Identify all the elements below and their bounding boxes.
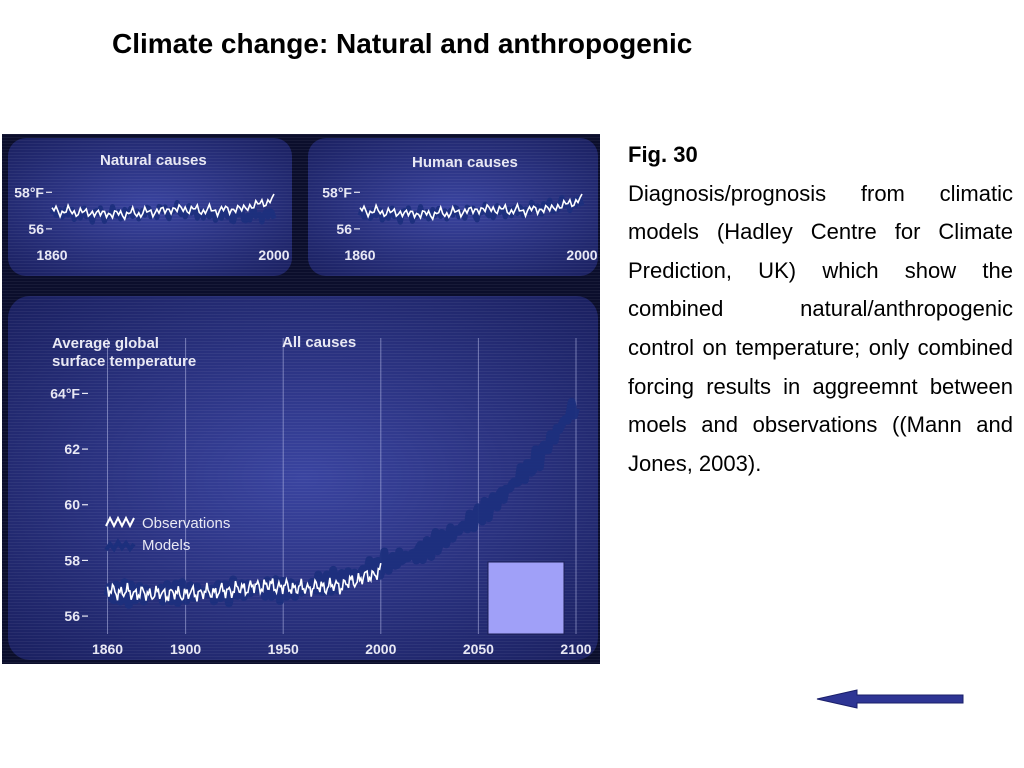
figure-caption: Fig. 30 Diagnosis/prognosis from climati… <box>628 136 1013 483</box>
overlay-square <box>487 561 565 635</box>
x-tick-label: 1860 <box>344 247 375 263</box>
y-tick-label: 58 <box>64 552 80 568</box>
x-tick-label: 1900 <box>170 641 201 657</box>
x-tick-label: 1860 <box>36 247 67 263</box>
x-tick-label: 2000 <box>566 247 597 263</box>
x-tick-label: 2050 <box>463 641 494 657</box>
y-axis-label: surface temperature <box>52 353 196 370</box>
human-causes-chart: Human causes 58°F 56 1860 2000 <box>322 154 598 263</box>
climate-figure: Natural causes 58°F 56 1860 2000 Human cause… <box>2 134 600 664</box>
all-causes-chart: All causes 56 58 60 62 64°F 1860 1900 1950 2000 20… <box>50 334 592 657</box>
left-arrow-icon <box>816 689 964 709</box>
model-band <box>103 397 580 609</box>
x-tick-label: 2100 <box>560 641 591 657</box>
y-tick-label: 58°F <box>322 184 352 200</box>
chart-title: Human causes <box>412 154 518 171</box>
chart-title: All causes <box>282 334 356 351</box>
slide-title: Climate change: Natural and anthropogeni… <box>112 28 693 59</box>
y-tick-label: 64°F <box>50 385 80 401</box>
observations-line <box>359 193 583 222</box>
chart-title: Natural causes <box>100 152 207 169</box>
chart-legend: Observations Models <box>104 515 230 554</box>
y-tick-label: 60 <box>64 497 80 513</box>
y-tick-label: 56 <box>28 221 44 237</box>
legend-models-label: Models <box>142 537 190 554</box>
y-tick-label: 58°F <box>14 184 44 200</box>
climate-charts: Natural causes 58°F 56 1860 2000 Human cause… <box>2 134 600 664</box>
caption-body: Diagnosis/prognosis from climatic models… <box>628 180 1013 476</box>
y-axis-label: Average global <box>52 335 159 352</box>
x-tick-label: 1950 <box>268 641 299 657</box>
observations-line <box>51 193 275 222</box>
legend-models-swatch <box>104 538 136 553</box>
legend-observations-swatch <box>105 515 135 529</box>
y-tick-label: 62 <box>64 441 80 457</box>
x-tick-label: 2000 <box>365 641 396 657</box>
legend-observations-label: Observations <box>142 515 230 532</box>
back-button[interactable] <box>815 686 967 712</box>
caption-heading: Fig. 30 <box>628 142 698 167</box>
natural-causes-chart: Natural causes 58°F 56 1860 2000 <box>14 152 290 263</box>
y-tick-label: 56 <box>64 608 80 624</box>
x-tick-label: 1860 <box>92 641 123 657</box>
x-tick-label: 2000 <box>258 247 289 263</box>
y-tick-label: 56 <box>336 221 352 237</box>
observations-line <box>106 562 382 603</box>
